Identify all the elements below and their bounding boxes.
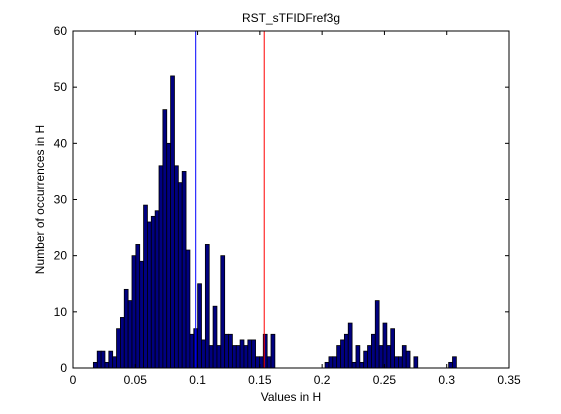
histogram-bar [162, 109, 168, 369]
histogram-bar [204, 244, 210, 369]
histogram-bar [189, 333, 195, 369]
x-tick-label: 0.1 [189, 373, 206, 387]
histogram-bar [197, 283, 202, 369]
x-tick-label: 0 [70, 373, 77, 387]
histogram-bar [212, 305, 218, 369]
histogram-bar [367, 345, 372, 369]
chart-title: RST_sTFIDFref3g [242, 11, 340, 25]
x-axis-label: Values in H [261, 390, 321, 404]
histogram-bar [266, 356, 272, 369]
histogram-bar [208, 345, 214, 369]
histogram-bar [135, 244, 141, 369]
histogram-bar [119, 317, 125, 369]
histogram-bar [324, 361, 330, 369]
x-tick-label: 0.25 [373, 373, 397, 387]
histogram-bar [216, 345, 222, 369]
histogram-bar [347, 322, 353, 369]
histogram-bar [336, 345, 341, 369]
histogram-bar [390, 328, 395, 369]
histogram-bar [255, 356, 260, 369]
histogram-bar [401, 345, 407, 369]
histogram-bar [201, 339, 206, 369]
histogram-bar [108, 350, 114, 369]
histogram-bar [123, 288, 129, 369]
histogram-bar [386, 345, 392, 369]
y-tick-label: 50 [54, 80, 68, 94]
x-tick-label: 0.35 [497, 373, 521, 387]
histogram-bar [243, 345, 249, 369]
histogram-bar [154, 210, 160, 369]
histogram-bar [235, 345, 241, 369]
histogram-bar [104, 361, 110, 369]
histogram-bar [96, 350, 102, 369]
histogram-bar [351, 361, 357, 369]
histogram-bar [143, 204, 148, 369]
histogram-bar [247, 339, 253, 369]
x-tick-label: 0.2 [314, 373, 331, 387]
histogram-bar [100, 350, 106, 369]
histogram-bar [166, 142, 172, 369]
histogram-bar [363, 350, 368, 369]
histogram-bar [185, 249, 191, 369]
histogram-bar [343, 333, 349, 369]
histogram-bar [332, 356, 338, 369]
histogram-bar [174, 165, 179, 369]
histogram-bar [452, 356, 457, 369]
histogram-bar [340, 339, 345, 369]
x-tick-label: 0.15 [248, 373, 272, 387]
histogram-bar [147, 221, 152, 369]
histogram-bar [371, 333, 376, 369]
y-tick-label: 40 [54, 136, 68, 150]
histogram-bar [231, 345, 237, 369]
histogram-bar [139, 260, 144, 369]
histogram-bar [112, 356, 117, 369]
histogram-bar [228, 333, 233, 369]
histogram-bar [170, 75, 175, 369]
y-tick-label: 10 [54, 305, 68, 319]
y-ticks-group: 0 10 20 30 40 50 60 [54, 24, 509, 375]
histogram-bar [92, 361, 98, 369]
histogram-bar [328, 356, 334, 369]
histogram-bar [394, 356, 399, 369]
histogram-bar [251, 339, 256, 369]
histogram-bar [374, 300, 380, 369]
histogram-bar [405, 350, 411, 369]
y-axis-label: Number of occurrences in H [33, 125, 47, 274]
y-tick-label: 0 [60, 361, 67, 375]
histogram-bar [239, 339, 245, 369]
histogram-bar [224, 333, 229, 369]
y-tick-label: 30 [54, 193, 68, 207]
histogram-bar [359, 361, 365, 369]
histogram-bar [382, 322, 388, 369]
histogram-bar [220, 255, 226, 369]
x-tick-label: 0.3 [438, 373, 455, 387]
histogram-bar [270, 333, 276, 369]
histogram-bar [177, 182, 183, 369]
x-ticks-group: 0 0.05 0.1 0.15 0.2 0.25 0.3 0.35 [70, 31, 521, 387]
reference-lines-group [195, 31, 265, 368]
histogram-bar [127, 300, 133, 369]
histogram-bar [181, 171, 187, 369]
histogram-bar [116, 328, 121, 369]
histogram-bar [150, 215, 156, 369]
y-tick-label: 60 [54, 24, 68, 38]
histogram-bar [378, 345, 384, 369]
y-tick-label: 20 [54, 249, 68, 263]
histogram-bar [355, 345, 361, 369]
histogram-bar [131, 255, 137, 369]
histogram-bar [398, 356, 403, 369]
histogram-bar [448, 361, 453, 369]
x-tick-label: 0.05 [124, 373, 148, 387]
histogram-bar [158, 165, 164, 369]
histogram-bar [413, 356, 419, 369]
